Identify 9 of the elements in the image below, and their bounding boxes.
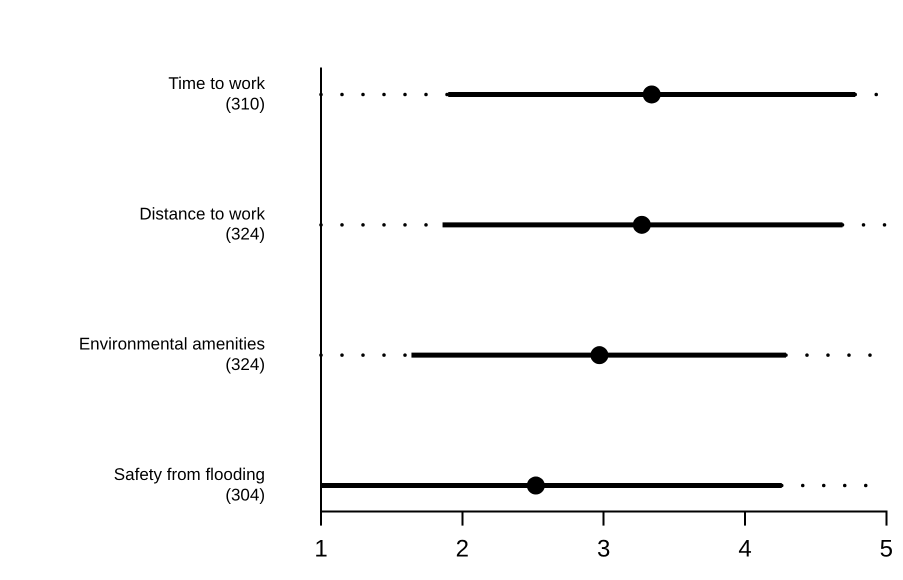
- x-tick-label: 2: [456, 536, 470, 563]
- x-tick-label: 3: [596, 536, 610, 563]
- y-tick-label: Safety from flooding (304): [114, 465, 265, 504]
- x-tick-label: 1: [314, 536, 328, 563]
- x-tick-label: 5: [880, 536, 894, 563]
- y-tick-label: Time to work (310): [168, 74, 266, 114]
- x-tick-label: 4: [738, 536, 752, 563]
- y-tick-label: Distance to work (324): [139, 204, 266, 244]
- y-tick-label: Environmental amenities (324): [78, 334, 265, 374]
